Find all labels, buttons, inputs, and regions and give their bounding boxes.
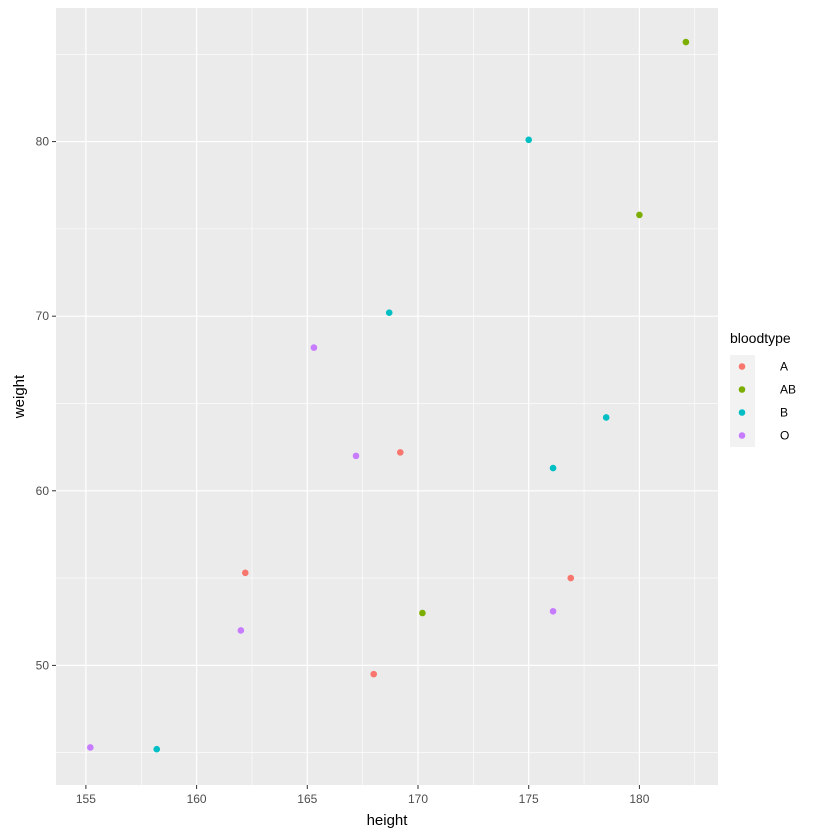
data-point-ab (636, 211, 643, 219)
legend-label-a: A (780, 360, 788, 374)
plot-panel (56, 8, 718, 785)
data-point-o (549, 607, 557, 615)
y-axis-title: weight (11, 374, 28, 419)
data-point-a (242, 569, 249, 577)
data-point-b (385, 309, 393, 316)
data-point-ab (682, 38, 690, 46)
legend-key-o (738, 432, 746, 439)
data-point-b (549, 464, 557, 472)
data-point-b (602, 414, 610, 421)
data-points (87, 38, 690, 753)
data-point-o (352, 452, 360, 460)
x-axis-title: height (367, 812, 409, 829)
x-tick-label: 175 (519, 792, 539, 806)
data-point-a (370, 670, 378, 678)
data-point-a (396, 449, 404, 456)
data-point-ab (419, 609, 426, 617)
y-axis: 50 60 70 80 (36, 135, 56, 672)
x-tick-label: 180 (629, 792, 649, 806)
legend-key-a (738, 363, 746, 370)
legend-key-background (730, 355, 755, 447)
y-tick-label: 50 (36, 658, 50, 672)
legend-label-ab: AB (780, 383, 796, 397)
legend-key-ab (738, 386, 746, 393)
data-point-a (567, 574, 575, 582)
data-point-o (87, 744, 94, 751)
x-axis: 155 160 165 170 175 180 (76, 785, 650, 806)
legend-key-b (738, 409, 746, 416)
y-tick-label: 70 (36, 309, 50, 323)
y-tick-label: 60 (36, 484, 50, 498)
data-point-b (153, 745, 161, 753)
minor-gridlines (56, 8, 718, 785)
legend-label-b: B (780, 406, 788, 420)
y-tick-label: 80 (36, 135, 50, 149)
legend: bloodtype A AB BO (730, 330, 796, 447)
legend-title: bloodtype (730, 330, 791, 346)
data-point-b (525, 136, 532, 144)
x-tick-label: 160 (187, 792, 207, 806)
legend-label-o: O (780, 429, 789, 443)
x-tick-label: 165 (297, 792, 317, 806)
data-point-o (237, 627, 245, 634)
data-point-o (310, 344, 318, 351)
x-tick-label: 170 (408, 792, 428, 806)
x-tick-label: 155 (76, 792, 96, 806)
major-gridlines (56, 8, 718, 785)
